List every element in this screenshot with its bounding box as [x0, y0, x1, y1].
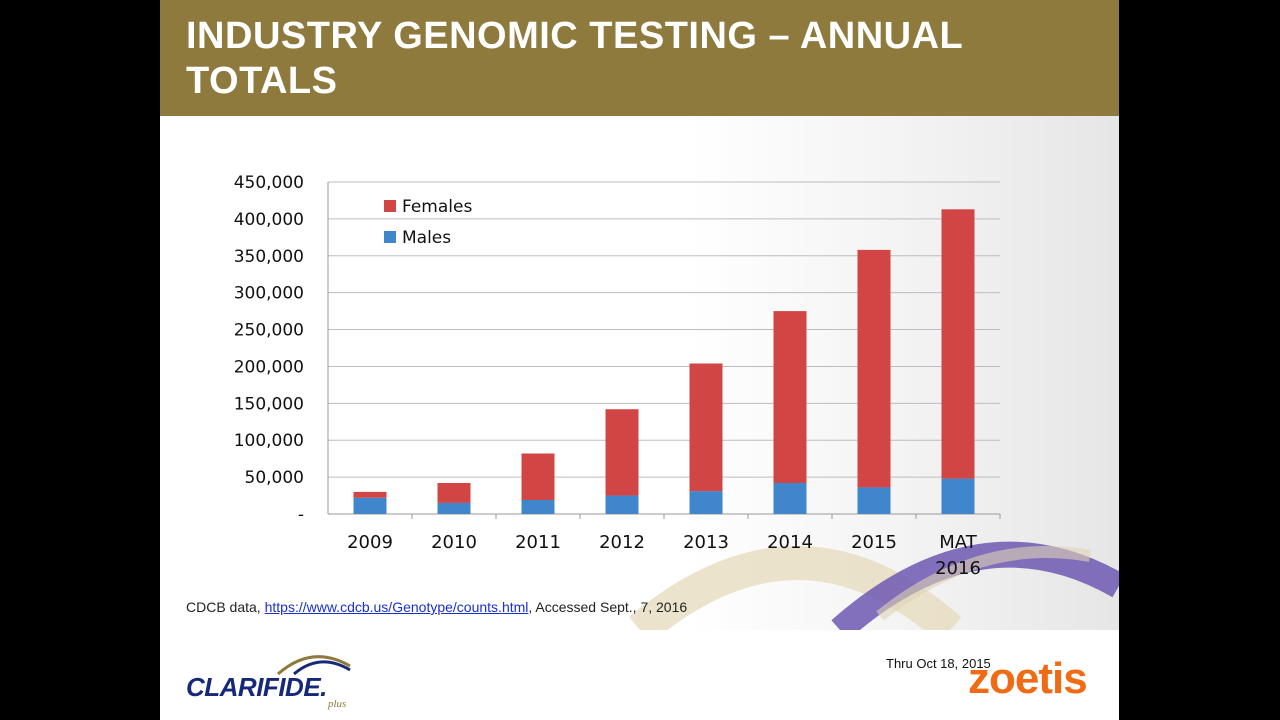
bar-males-2014: [773, 483, 807, 514]
y-tick-label: 350,000: [234, 247, 304, 267]
y-tick-label: 250,000: [234, 321, 304, 341]
y-tick-label: -: [298, 505, 304, 525]
y-tick-label: 50,000: [245, 468, 304, 488]
bar-males-2011: [521, 499, 555, 514]
x-tick-label: 2010: [431, 532, 477, 553]
bar-females-2012: [605, 409, 639, 496]
source-link[interactable]: https://www.cdcb.us/Genotype/counts.html: [264, 599, 529, 615]
footer-note: Thru Oct 18, 2015: [886, 656, 991, 671]
clarifide-wordmark: CLARIFIDE.: [186, 672, 327, 702]
x-tick-label: 2009: [347, 532, 393, 553]
y-tick-label: 300,000: [234, 284, 304, 304]
legend-label-females: Females: [402, 197, 472, 217]
bar-females-2014: [773, 311, 807, 484]
y-tick-label: 100,000: [234, 431, 304, 451]
clarifide-plus: plus: [328, 698, 347, 710]
legend-label-males: Males: [402, 228, 451, 248]
bar-males-2009: [353, 497, 387, 514]
y-tick-label: 150,000: [234, 394, 304, 414]
x-tick-label: 2011: [515, 532, 561, 553]
bar-females-2013: [689, 363, 723, 492]
clarifide-arc-icon: [277, 655, 351, 676]
legend-swatch-females: [384, 200, 396, 212]
bar-males-2012: [605, 495, 639, 514]
slide-content: - 50,000 100,000 150,000 200,000 250,000 300,0…: [160, 116, 1119, 630]
bar-males-2010: [437, 502, 471, 514]
x-tick-label: 2012: [599, 532, 645, 553]
legend-swatch-males: [384, 231, 396, 243]
bar-females-2011: [521, 453, 555, 500]
slide: INDUSTRY GENOMIC TESTING – ANNUAL TOTALS…: [160, 0, 1119, 720]
x-tick-label: MAT: [939, 532, 977, 553]
source-suffix: , Accessed Sept., 7, 2016: [528, 599, 688, 615]
bar-chart: - 50,000 100,000 150,000 200,000 250,000 300,0…: [234, 173, 1001, 579]
zoetis-logo: zoetis: [968, 654, 1088, 703]
bar-females-2010: [437, 483, 471, 503]
bar-females-2009: [353, 491, 387, 498]
x-tick-label: 2016: [935, 558, 981, 579]
x-tick-label: 2014: [767, 532, 813, 553]
bar-females-mat-2016: [941, 209, 975, 479]
footer: CLARIFIDE. plus Thru Oct 18, 2015 zoetis: [160, 630, 1119, 720]
title-band: INDUSTRY GENOMIC TESTING – ANNUAL TOTALS: [160, 0, 1119, 116]
decorative-arcs: [629, 541, 1119, 630]
bar-females-2015: [857, 249, 891, 488]
bar-males-2015: [857, 487, 891, 514]
y-tick-label: 400,000: [234, 210, 304, 230]
source-prefix: CDCB data,: [186, 599, 265, 615]
x-tick-label: 2015: [851, 532, 897, 553]
source-citation: CDCB data, https://www.cdcb.us/Genotype/…: [186, 599, 687, 615]
y-tick-label: 200,000: [234, 357, 304, 377]
bar-males-2013: [689, 491, 723, 514]
x-tick-label: 2013: [683, 532, 729, 553]
y-tick-label: 450,000: [234, 173, 304, 193]
slide-title: INDUSTRY GENOMIC TESTING – ANNUAL TOTALS: [186, 15, 963, 102]
bar-males-mat-2016: [941, 478, 975, 514]
